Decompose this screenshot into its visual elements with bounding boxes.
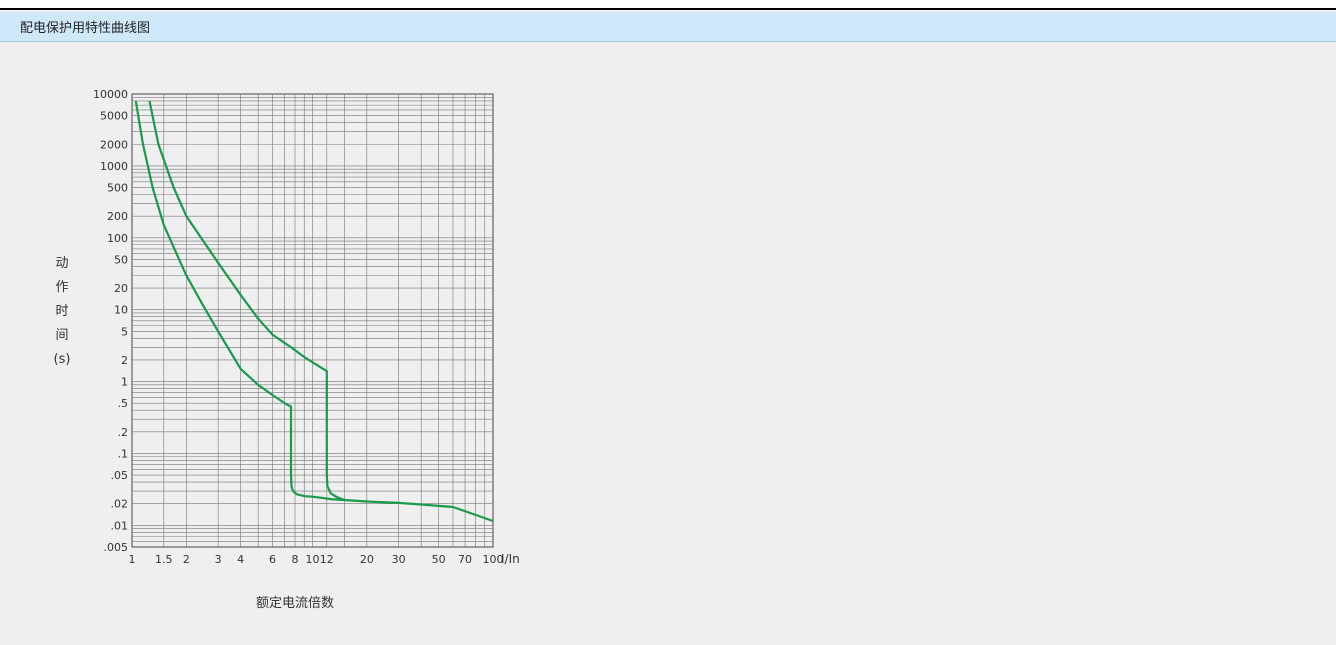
y-tick-label: 1000	[100, 160, 128, 173]
x-tick-label: 30	[392, 553, 406, 566]
y-tick-label: 1	[121, 376, 128, 389]
x-tick-label: 3	[215, 553, 222, 566]
top-rule	[0, 0, 1336, 10]
x-tick-label: 4	[237, 553, 244, 566]
x-tick-label: 70	[458, 553, 472, 566]
x-axis-label: 额定电流倍数	[255, 596, 334, 611]
x-tick-label: 100	[483, 553, 504, 566]
y-axis-label: 动 作 时 间 (s)	[52, 252, 72, 372]
chart-area: 10000 5000 2000 1000 500 200 100 50 20 10 5 2 1.5.2.…	[0, 42, 560, 641]
y-tick-label: .5	[118, 397, 129, 410]
chart-grid	[131, 93, 494, 548]
x-tick-label: 8	[292, 553, 299, 566]
chart-panel: 10000 5000 2000 1000 500 200 100 50 20 10 5 2 1.5.2.…	[0, 42, 1336, 641]
y-tick-label: 2	[121, 354, 128, 367]
y-axis-label-char: (s)	[53, 352, 71, 367]
y-tick-label: .05	[111, 469, 129, 482]
y-tick-labels: 10000 5000 2000 1000 500 200 100 50 20 10 5 2 1 .5 .2.…	[93, 88, 128, 554]
y-tick-label: .005	[104, 541, 129, 554]
y-axis-label-char: 动	[55, 256, 69, 271]
x-tick-label: 10	[306, 553, 320, 566]
y-tick-label: 10	[114, 304, 128, 317]
y-tick-label: 100	[107, 232, 128, 245]
y-tick-label: 20	[114, 282, 128, 295]
x-tick-label: 50	[432, 553, 446, 566]
curve-series-2	[148, 100, 345, 502]
y-tick-label: 200	[107, 210, 128, 223]
title-bar: 配电保护用特性曲线图	[0, 12, 1336, 42]
characteristic-curve-chart: 10000500020001000500200100502010521.5.2.…	[93, 88, 520, 566]
curve-series-1	[134, 100, 494, 523]
y-tick-label: 2000	[100, 138, 128, 151]
curves	[134, 100, 494, 523]
y-tick-label: 5000	[100, 110, 128, 123]
x-tick-label: 6	[269, 553, 276, 566]
y-tick-label: .2	[118, 426, 129, 439]
x-tick-label: 1.5	[155, 553, 173, 566]
y-tick-label: 500	[107, 182, 128, 195]
x-unit-label: I/In	[501, 552, 520, 566]
y-tick-label: 5	[121, 325, 128, 338]
y-axis-label-char: 时	[55, 304, 69, 319]
x-tick-label: 20	[360, 553, 374, 566]
y-tick-label: 10000	[93, 88, 128, 101]
y-tick-label: 50	[114, 253, 128, 266]
y-axis-label-char: 间	[55, 328, 69, 343]
x-tick-label: 12	[320, 553, 334, 566]
page-title: 配电保护用特性曲线图	[20, 21, 151, 36]
y-tick-label: .01	[111, 519, 129, 532]
x-tick-labels: 1 1.5 2 3 4 6 8 10 12 20 30 50 70 100	[129, 553, 504, 566]
y-tick-label: .02	[111, 498, 129, 511]
x-tick-label: 2	[183, 553, 190, 566]
x-tick-label: 1	[129, 553, 136, 566]
y-tick-label: .1	[118, 447, 129, 460]
y-axis-label-char: 作	[55, 280, 69, 295]
